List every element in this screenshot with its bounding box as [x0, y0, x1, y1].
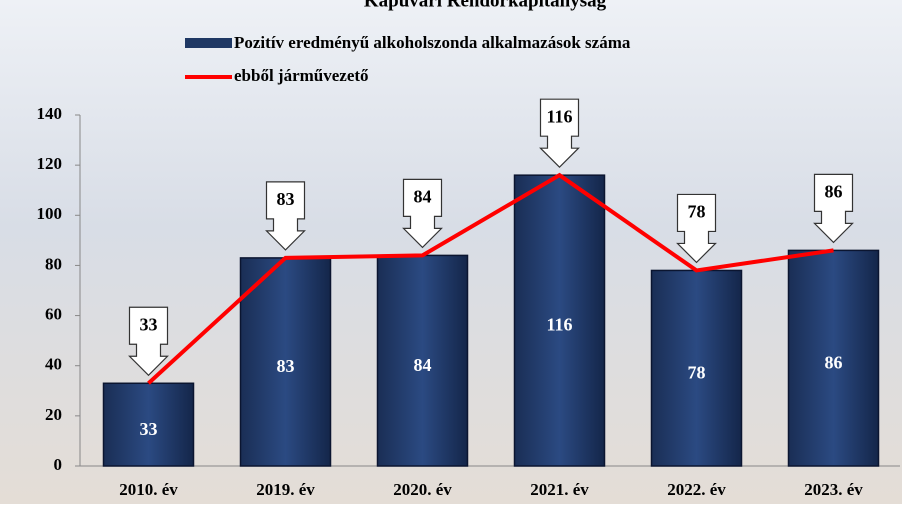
bar-value-label: 78: [688, 362, 706, 382]
x-tick-label: 2023. év: [804, 480, 863, 499]
x-tick-label: 2022. év: [667, 480, 726, 499]
chart: Kapuvári Rendőrkapitányság 0 20 40 60 80 100 1…: [0, 0, 902, 504]
bar-value-label: 83: [277, 356, 295, 376]
bar-value-label: 116: [546, 315, 572, 335]
y-tick-label: 60: [45, 304, 62, 323]
line-value-label: 116: [546, 106, 572, 126]
y-tick-label: 40: [45, 355, 62, 374]
legend-swatch: [185, 38, 232, 48]
y-tick-label: 140: [37, 104, 63, 123]
x-tick-label: 2010. év: [119, 480, 178, 499]
x-tick-label: 2019. év: [256, 480, 315, 499]
y-tick-label: 20: [45, 405, 62, 424]
line-value-label: 84: [414, 187, 432, 207]
bar-value-label: 33: [140, 419, 158, 439]
y-tick-label: 80: [45, 254, 62, 273]
y-tick-label: 0: [54, 455, 63, 474]
bar-value-label: 86: [825, 352, 843, 372]
line-value-label: 33: [140, 314, 158, 334]
y-tick-label: 120: [37, 154, 63, 173]
line-value-label: 78: [688, 202, 706, 222]
y-tick-label: 100: [37, 204, 63, 223]
bar-value-label: 84: [414, 355, 432, 375]
line-value-label: 83: [277, 189, 295, 209]
line-value-label: 86: [825, 182, 843, 202]
legend-label: Pozitív eredményű alkoholszonda alkalmaz…: [234, 33, 631, 52]
chart-title: Kapuvári Rendőrkapitányság: [364, 0, 607, 11]
x-tick-label: 2020. év: [393, 480, 452, 499]
x-tick-label: 2021. év: [530, 480, 589, 499]
legend-label: ebből járművezető: [234, 66, 369, 85]
